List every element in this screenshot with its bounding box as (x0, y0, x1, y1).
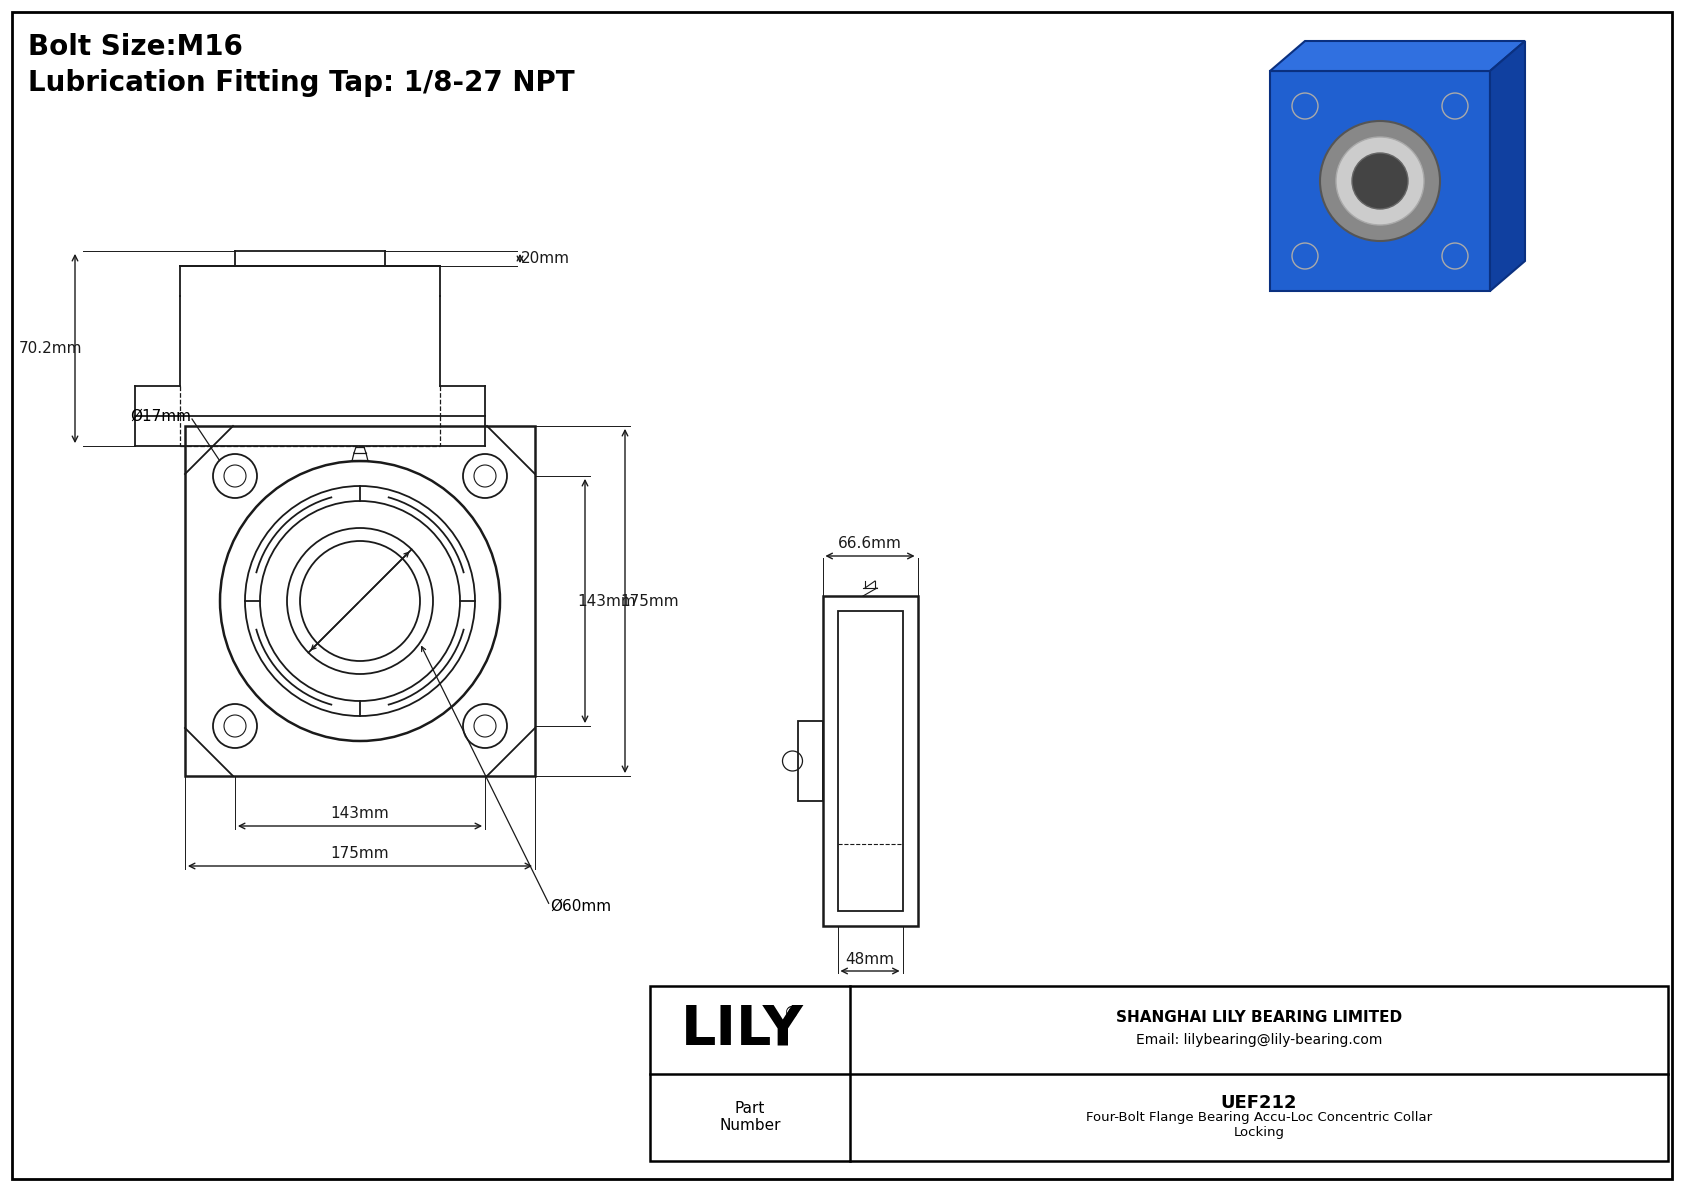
Text: LILY: LILY (680, 1003, 803, 1056)
Polygon shape (1490, 40, 1526, 291)
Text: UEF212: UEF212 (1221, 1095, 1297, 1112)
Circle shape (1292, 93, 1319, 119)
Text: Bolt Size:M16: Bolt Size:M16 (29, 33, 242, 61)
Text: 175mm: 175mm (621, 593, 679, 609)
Bar (185, 426, 536, 777)
Text: Four-Bolt Flange Bearing Accu-Loc Concentric Collar
Locking: Four-Bolt Flange Bearing Accu-Loc Concen… (1086, 1111, 1431, 1140)
Polygon shape (1270, 71, 1490, 291)
Polygon shape (1270, 40, 1526, 71)
Text: SHANGHAI LILY BEARING LIMITED: SHANGHAI LILY BEARING LIMITED (1116, 1010, 1403, 1025)
Circle shape (1442, 93, 1468, 119)
Text: 175mm: 175mm (330, 847, 389, 861)
Bar (822, 596, 918, 925)
Text: 48mm: 48mm (845, 952, 894, 967)
Text: 70.2mm: 70.2mm (19, 341, 83, 356)
Text: 66.6mm: 66.6mm (839, 536, 903, 551)
Text: Lubrication Fitting Tap: 1/8-27 NPT: Lubrication Fitting Tap: 1/8-27 NPT (29, 69, 574, 96)
Text: 143mm: 143mm (578, 593, 637, 609)
Text: Ø60mm: Ø60mm (551, 898, 611, 913)
Circle shape (1352, 152, 1408, 208)
Bar (650, 986, 1667, 1161)
Bar (837, 611, 903, 911)
Text: 143mm: 143mm (330, 806, 389, 822)
Text: Email: lilybearing@lily-bearing.com: Email: lilybearing@lily-bearing.com (1135, 1033, 1383, 1047)
Bar (798, 721, 822, 802)
Text: Ø17mm: Ø17mm (130, 409, 190, 424)
Text: 20mm: 20mm (520, 251, 569, 266)
Circle shape (1292, 243, 1319, 269)
Circle shape (1335, 137, 1425, 225)
Text: Part
Number: Part Number (719, 1100, 781, 1134)
Circle shape (1320, 121, 1440, 241)
Circle shape (1442, 243, 1468, 269)
Text: ®: ® (785, 1006, 800, 1021)
